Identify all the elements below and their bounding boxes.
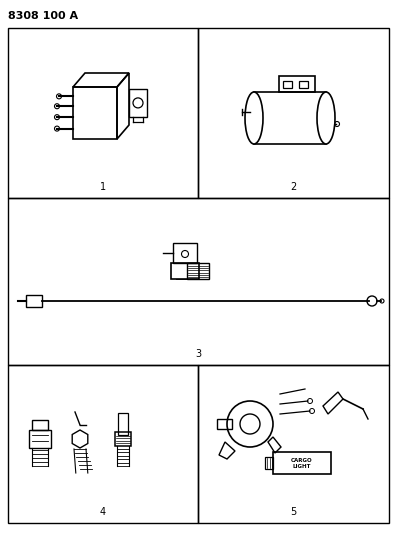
Text: 4: 4 xyxy=(100,507,106,517)
Text: CARGO: CARGO xyxy=(291,458,313,464)
Text: 3: 3 xyxy=(195,349,202,359)
Text: 8308 100 A: 8308 100 A xyxy=(8,11,78,21)
Text: 5: 5 xyxy=(290,507,297,517)
Text: 2: 2 xyxy=(290,182,297,192)
Text: LIGHT: LIGHT xyxy=(293,464,311,470)
Ellipse shape xyxy=(245,92,263,144)
Text: 1: 1 xyxy=(100,182,106,192)
Ellipse shape xyxy=(317,92,335,144)
